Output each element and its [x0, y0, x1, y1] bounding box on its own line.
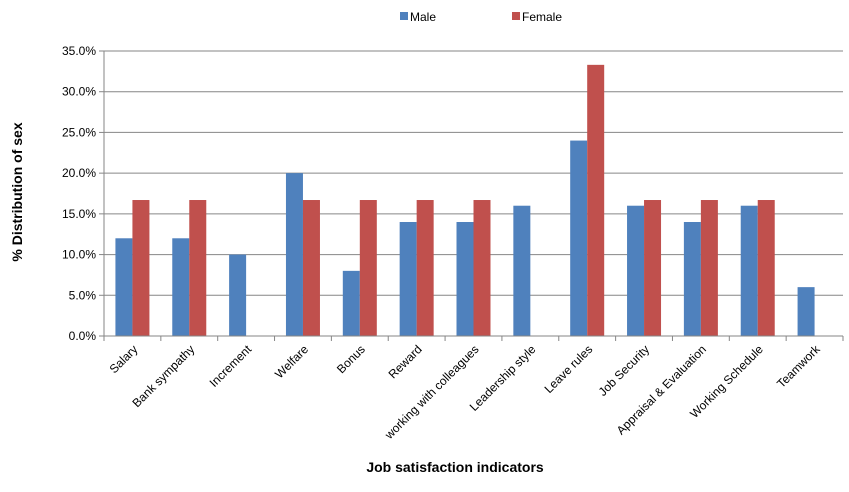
- y-axis-title: % Distribution of sex: [9, 122, 25, 261]
- bar-male: [172, 238, 190, 336]
- bar-female: [359, 200, 377, 336]
- legend-label-male: Male: [410, 10, 436, 24]
- bar-male: [456, 222, 474, 336]
- x-category-label: working with colleagues: [381, 342, 481, 442]
- y-tick-label: 10.0%: [62, 248, 96, 262]
- x-category-label: Increment: [207, 342, 255, 390]
- y-tick-label: 20.0%: [62, 166, 96, 180]
- bars-layer: [115, 64, 815, 336]
- bar-male: [570, 140, 588, 336]
- x-category-label: Bonus: [334, 342, 368, 376]
- bar-male: [115, 238, 133, 336]
- x-category-label: Leave rules: [542, 342, 596, 396]
- bar-male: [797, 287, 815, 336]
- bar-female: [189, 200, 207, 336]
- bar-female: [473, 200, 491, 336]
- y-tick-label: 35.0%: [62, 44, 96, 58]
- bar-female: [757, 200, 775, 336]
- bar-male: [342, 270, 360, 336]
- legend: Male Female: [400, 10, 562, 24]
- bar-male: [399, 222, 417, 336]
- x-category-label: Reward: [386, 342, 425, 381]
- legend-swatch-female: [512, 12, 520, 20]
- bar-male: [683, 222, 701, 336]
- bar-male: [285, 173, 303, 336]
- bar-male: [627, 205, 645, 336]
- x-category-label: Job Security: [596, 342, 653, 399]
- bar-female: [416, 200, 434, 336]
- bar-male: [229, 254, 247, 336]
- bar-male: [513, 205, 531, 336]
- x-category-label: Teamwork: [774, 342, 823, 391]
- legend-label-female: Female: [522, 10, 562, 24]
- bar-female: [132, 200, 150, 336]
- bar-female: [700, 200, 718, 336]
- legend-swatch-male: [400, 12, 408, 20]
- y-tick-label: 30.0%: [62, 85, 96, 99]
- x-category-label: Salary: [107, 342, 141, 376]
- bar-male: [740, 205, 758, 336]
- y-tick-label: 0.0%: [69, 329, 97, 343]
- y-tick-label: 15.0%: [62, 207, 96, 221]
- bar-female: [644, 200, 662, 336]
- bar-female: [302, 200, 320, 336]
- bar-female: [587, 64, 605, 336]
- y-tick-label: 5.0%: [69, 288, 97, 302]
- x-axis-title: Job satisfaction indicators: [366, 459, 544, 475]
- y-tick-label: 25.0%: [62, 125, 96, 139]
- x-category-label: Welfare: [272, 342, 311, 381]
